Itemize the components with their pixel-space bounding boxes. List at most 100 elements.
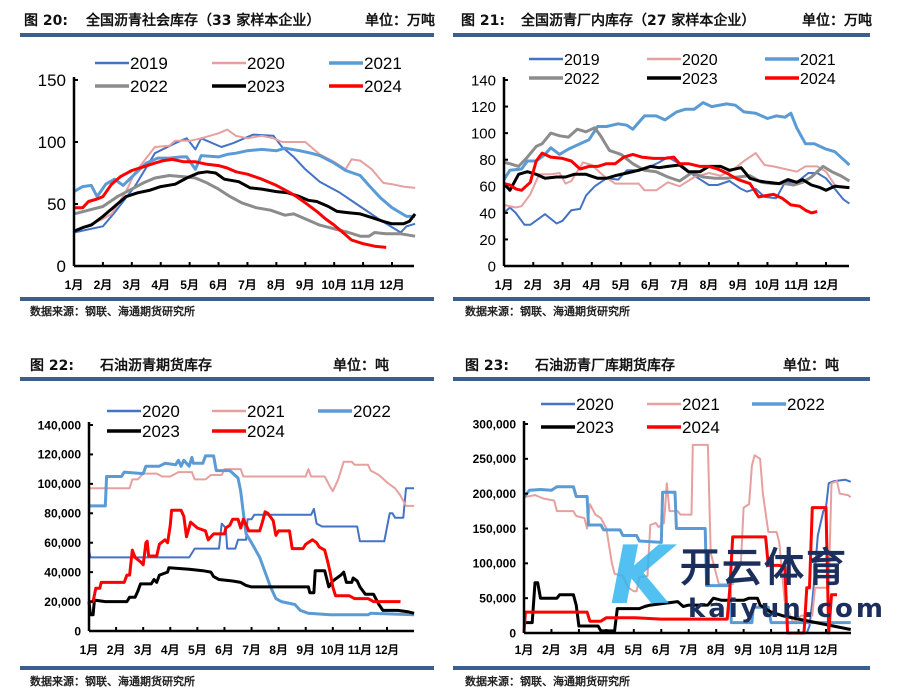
legend-label-2022: 2022 [564, 71, 600, 88]
x-tick-label: 5月 [612, 278, 631, 292]
legend-label-2023: 2023 [247, 77, 285, 96]
y-tick-label: 120 [471, 99, 496, 116]
legend-label-2021: 2021 [247, 402, 285, 421]
y-tick-label: 140 [471, 72, 496, 89]
x-tick-label: 2月 [107, 643, 126, 657]
x-tick-label: 9月 [296, 643, 315, 657]
x-tick-label: 4月 [151, 278, 170, 292]
series-line-2021 [89, 460, 415, 507]
series-line-2024 [503, 151, 818, 215]
legend-label-2024: 2024 [247, 422, 285, 441]
footer-divider [20, 297, 434, 301]
x-tick-label: 6月 [652, 643, 671, 657]
x-tick-label: 9月 [729, 278, 748, 292]
x-tick-label: 8月 [700, 278, 719, 292]
x-tick-label: 11月 [786, 643, 811, 657]
series-line-2022 [89, 454, 415, 617]
chart-unit: 单位：万吨 [365, 13, 435, 29]
y-tick-label: 80 [479, 152, 496, 169]
series-line-2023 [73, 170, 417, 233]
x-tick-label: 12月 [375, 643, 399, 657]
title-divider [453, 377, 870, 381]
series-line-2024 [522, 506, 837, 635]
source-note: 数据来源：钢联、海通期货研究所 [465, 675, 630, 688]
x-tick-label: 8月 [269, 643, 288, 657]
legend-label-2020: 2020 [682, 52, 718, 69]
legend-label-2023: 2023 [142, 422, 180, 441]
x-tick-label: 9月 [296, 278, 315, 292]
y-tick-label: 60,000 [44, 536, 81, 550]
x-tick-label: 7月 [242, 643, 261, 657]
y-tick-label: 0 [509, 626, 516, 640]
series-line-2022 [522, 485, 851, 625]
legend-label-2019: 2019 [130, 54, 168, 73]
x-tick-label: 2月 [94, 278, 113, 292]
x-tick-label: 3月 [134, 643, 153, 657]
x-tick-label: 3月 [570, 643, 589, 657]
series-line-2022 [503, 126, 851, 187]
chart-panel-futures-inventory: 0 20,000 40,000 60,000 80,000 100,000 120,000 1… [0, 345, 449, 697]
legend-label-2022: 2022 [787, 395, 825, 414]
x-tick-label: 10月 [321, 643, 345, 657]
source-note: 数据来源：钢联、海通期货研究所 [30, 305, 195, 318]
series-line-2021 [502, 101, 851, 181]
x-tick-label: 10月 [759, 643, 784, 657]
x-tick-label: 5月 [180, 278, 199, 292]
x-tick-label: 11月 [784, 278, 809, 292]
legend-label-2024: 2024 [364, 77, 402, 96]
chart-svg: 0 20,000 40,000 60,000 80,000 100,000 120,000 1… [38, 402, 415, 657]
x-tick-label: 7月 [679, 643, 698, 657]
y-tick-label: 0 [488, 258, 496, 275]
chart-title: 石油沥青期货库存 [100, 358, 212, 374]
legend-label-2022: 2022 [353, 402, 391, 421]
x-tick-label: 1月 [80, 643, 99, 657]
chart-panel-social-inventory: 0 50 100 150 1月 2月 3月 4月 5月 6月 7月 8月 9月 10月 11月 12月 2019… [0, 0, 449, 320]
y-tick-label: 40 [479, 205, 496, 222]
legend-label-2021: 2021 [682, 395, 720, 414]
x-tick-label: 1月 [495, 278, 514, 292]
x-tick-label: 12月 [813, 278, 838, 292]
x-tick-label: 7月 [238, 278, 257, 292]
x-tick-label: 4月 [597, 643, 616, 657]
x-tick-label: 6月 [641, 278, 660, 292]
legend-label-2019: 2019 [564, 52, 600, 69]
chart-svg: 0 50 100 150 1月 2月 3月 4月 5月 6月 7月 8月 9月 10月 11月 12月 2019… [38, 54, 417, 292]
title-divider [20, 377, 434, 381]
legend-label-2020: 2020 [247, 54, 285, 73]
x-tick-label: 2月 [524, 278, 543, 292]
x-tick-label: 4月 [582, 278, 601, 292]
figure-number: 图 21: [461, 13, 505, 29]
legend-label-2024: 2024 [800, 71, 836, 88]
x-tick-label: 5月 [188, 643, 207, 657]
y-tick-label: 100,000 [38, 477, 82, 491]
y-tick-label: 250,000 [473, 452, 517, 466]
series-line-2024 [89, 508, 401, 604]
y-tick-label: 0 [57, 257, 66, 276]
series-line-2023 [502, 163, 850, 192]
legend-label-2023: 2023 [682, 71, 718, 88]
legend-label-2021: 2021 [800, 52, 836, 69]
legend-label-2024: 2024 [682, 418, 720, 437]
x-tick-label: 8月 [267, 278, 286, 292]
legend-label-2021: 2021 [364, 54, 402, 73]
y-tick-label: 300,000 [473, 417, 517, 431]
series-line-2023 [87, 566, 415, 617]
series-line-2022 [73, 174, 416, 238]
x-tick-label: 1月 [65, 278, 84, 292]
footer-divider [20, 666, 434, 670]
x-tick-label: 5月 [624, 643, 643, 657]
series-line-2024 [74, 157, 387, 249]
series-line-2020 [88, 487, 415, 559]
series-line-2023 [524, 581, 851, 633]
chart-unit: 单位：吨 [783, 358, 839, 374]
x-tick-label: 6月 [209, 278, 228, 292]
x-tick-label: 3月 [122, 278, 141, 292]
chart-svg: 0 20 40 60 80 100 120 140 1月 2月 3月 4月 5月 6月 7月 8月 9月 10月 1… [471, 52, 851, 292]
legend-label-2023: 2023 [576, 418, 614, 437]
x-tick-label: 10月 [322, 278, 347, 292]
y-tick-label: 150,000 [473, 522, 517, 536]
chart-panel-plant-futures-inventory: 0 50,000 100,000 150,000 200,000 250,000 300,0… [449, 345, 898, 697]
x-tick-label: 8月 [707, 643, 726, 657]
x-tick-label: 4月 [161, 643, 180, 657]
